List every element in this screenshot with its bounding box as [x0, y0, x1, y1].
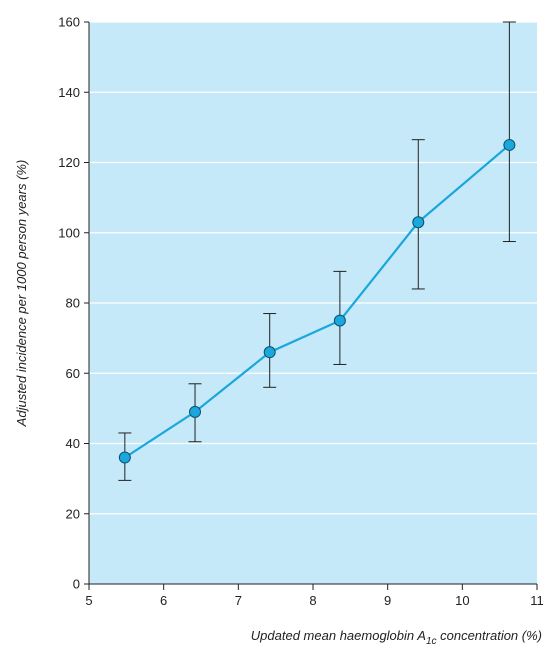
y-tick-label-160: 160: [58, 15, 80, 30]
x-tick-label-6: 6: [160, 593, 167, 608]
y-tick-labels: 0 20 40 60 80 100 120 140 160: [58, 15, 80, 592]
series-line: [124, 144, 511, 459]
x-tick-label-5: 5: [85, 593, 92, 608]
axes: [84, 21, 538, 590]
data-point-5: [412, 216, 425, 229]
y-tick-label-60: 60: [66, 366, 80, 381]
data-point-6: [503, 138, 516, 151]
data-point-1: [118, 451, 131, 464]
x-tick-label-11: 11: [530, 593, 544, 608]
x-axis-title: Updated mean haemoglobin A1c concentrati…: [251, 628, 542, 646]
y-tick-label-0: 0: [73, 577, 80, 592]
data-point-4: [333, 314, 346, 327]
x-tick-labels: 5 6 7 8 9 10 11: [85, 593, 543, 608]
y-tick-label-140: 140: [58, 85, 80, 100]
y-tick-label-40: 40: [66, 436, 80, 451]
x-tick-label-7: 7: [235, 593, 242, 608]
x-axis-title-start: Updated mean haemoglobin A: [251, 628, 426, 643]
x-tick-label-9: 9: [384, 593, 391, 608]
x-axis-title-subscript: 1c: [426, 636, 437, 646]
y-tick-label-80: 80: [66, 296, 80, 311]
y-tick-label-20: 20: [66, 506, 80, 521]
y-tick-label-120: 120: [58, 155, 80, 170]
data-point-3: [263, 346, 276, 359]
y-tick-label-100: 100: [58, 225, 80, 240]
x-tick-label-10: 10: [455, 593, 469, 608]
x-axis-title-end: concentration (%): [437, 628, 543, 643]
data-point-2: [189, 405, 202, 418]
y-axis-title: Adjusted incidence per 1000 person years…: [14, 160, 29, 428]
gridlines: [89, 21, 537, 515]
x-tick-label-8: 8: [309, 593, 316, 608]
data-points: [118, 138, 516, 464]
